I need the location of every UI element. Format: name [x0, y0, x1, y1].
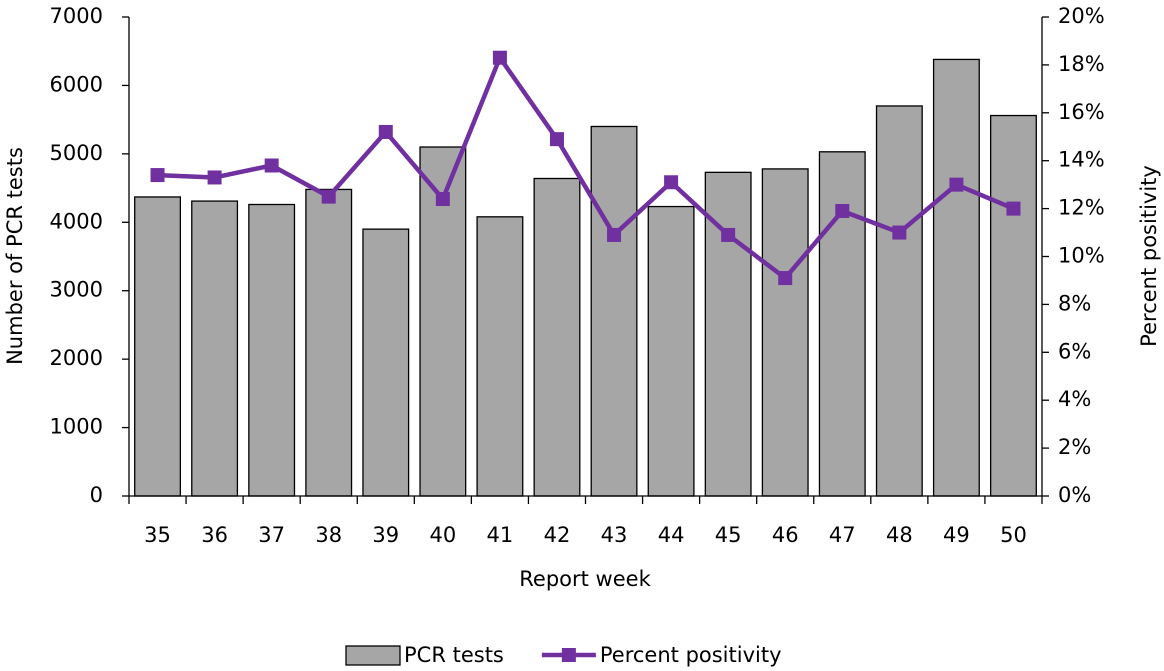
x-tick-label: 50 [1000, 523, 1027, 547]
bar [761, 168, 809, 497]
bar [533, 177, 581, 497]
bar [476, 216, 524, 497]
x-axis-title: Report week [519, 567, 651, 591]
legend-label: PCR tests [404, 643, 504, 667]
bar [362, 228, 410, 497]
x-tick-label: 35 [144, 523, 171, 547]
y2-tick-label: 12% [1058, 196, 1105, 220]
x-tick-label: 37 [258, 523, 285, 547]
marker [835, 203, 850, 218]
y-tick-label: 2000 [50, 346, 103, 370]
y2-tick-label: 14% [1058, 148, 1105, 172]
y-tick-label: 5000 [50, 141, 103, 165]
y2-tick-label: 16% [1058, 100, 1105, 124]
bar [590, 125, 638, 497]
y-tick-label: 1000 [50, 415, 103, 439]
x-tick-label: 49 [943, 523, 970, 547]
legend-label: Percent positivity [600, 643, 782, 667]
y2-tick-label: 10% [1058, 244, 1105, 268]
marker [264, 158, 279, 173]
y2-tick-label: 4% [1058, 387, 1091, 411]
x-tick-label: 47 [829, 523, 856, 547]
x-tick-label: 43 [601, 523, 628, 547]
x-tick-label: 42 [544, 523, 571, 547]
y2-tick-label: 8% [1058, 291, 1091, 315]
y-tick-label: 0 [90, 483, 103, 507]
y2-tick-label: 18% [1058, 52, 1105, 76]
line [157, 55, 1015, 281]
marker [607, 227, 622, 242]
marker [778, 271, 793, 286]
bar [248, 203, 296, 497]
bar [932, 58, 980, 497]
y-tick-label: 7000 [50, 4, 103, 28]
bar [191, 200, 239, 497]
y-tick-label: 4000 [50, 209, 103, 233]
y-tick-label: 3000 [50, 278, 103, 302]
y2-tick-label: 0% [1058, 483, 1091, 507]
marker [721, 227, 736, 242]
marker [207, 170, 222, 185]
y2-tick-label: 6% [1058, 339, 1091, 363]
x-tick-label: 46 [772, 523, 799, 547]
bar [989, 114, 1037, 497]
marker [549, 132, 564, 147]
bar [818, 151, 866, 497]
bar [875, 105, 923, 497]
x-tick-label: 40 [429, 523, 456, 547]
marker [150, 168, 165, 183]
y2-tick-label: 2% [1058, 435, 1091, 459]
bar [704, 171, 752, 497]
x-tick-label: 48 [886, 523, 913, 547]
legend-swatch [345, 645, 401, 666]
x-tick-label: 44 [658, 523, 685, 547]
y2-tick-label: 20% [1058, 4, 1105, 28]
x-tick-label: 39 [372, 523, 399, 547]
y-tick-label: 6000 [50, 72, 103, 96]
marker [435, 192, 450, 207]
marker [664, 175, 679, 190]
marker [1006, 201, 1021, 216]
bar [305, 188, 353, 497]
y2-axis-title: Percent positivity [1137, 165, 1161, 347]
y-axis-title: Number of PCR tests [3, 147, 27, 365]
x-tick-label: 38 [315, 523, 342, 547]
x-tick-label: 41 [487, 523, 514, 547]
x-tick-label: 36 [201, 523, 228, 547]
marker [892, 225, 907, 240]
marker [378, 124, 393, 139]
legend-marker [561, 648, 576, 662]
marker [949, 177, 964, 192]
x-tick-label: 45 [715, 523, 742, 547]
marker [321, 189, 336, 204]
bar [647, 205, 695, 497]
marker [492, 50, 507, 65]
bar [134, 196, 182, 497]
